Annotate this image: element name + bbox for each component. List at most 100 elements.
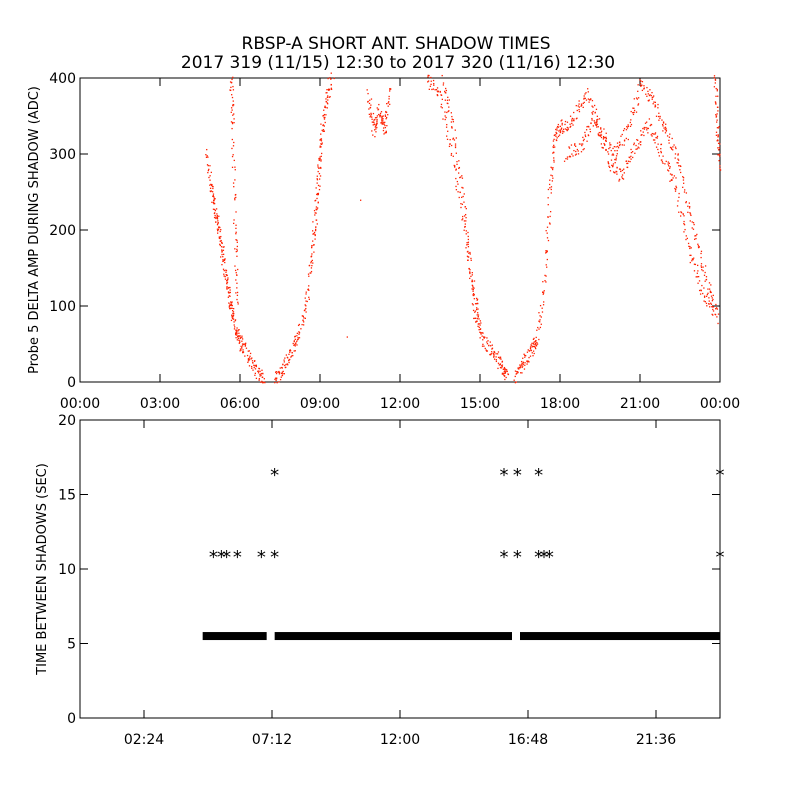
data-point <box>229 307 231 310</box>
data-point <box>593 104 596 107</box>
data-point <box>489 341 491 343</box>
data-point <box>218 227 220 229</box>
data-point <box>314 199 317 202</box>
data-point <box>252 369 254 371</box>
data-point <box>475 308 478 311</box>
data-point <box>715 116 717 118</box>
data-point <box>652 133 655 135</box>
data-point <box>717 106 719 108</box>
data-point <box>558 134 561 136</box>
data-point <box>604 137 606 139</box>
data-point <box>662 122 665 124</box>
data-point <box>710 303 713 305</box>
data-point <box>294 345 296 347</box>
data-point <box>627 160 630 162</box>
data-point <box>594 121 596 124</box>
data-point <box>552 152 554 154</box>
data-point <box>686 237 688 240</box>
data-point <box>562 128 565 130</box>
data-point <box>657 143 659 145</box>
data-point <box>639 79 641 81</box>
data-point <box>489 353 491 356</box>
data-point <box>713 77 715 79</box>
data-point <box>669 180 671 182</box>
data-point <box>226 287 228 289</box>
data-point <box>278 381 280 383</box>
data-point <box>208 168 210 171</box>
data-point <box>555 135 557 137</box>
data-point <box>456 163 458 165</box>
data-point <box>318 167 320 169</box>
data-point <box>600 131 602 134</box>
data-point <box>458 167 460 169</box>
data-point <box>689 247 691 250</box>
data-point <box>455 189 458 191</box>
data-point <box>224 278 227 280</box>
data-point <box>495 353 497 355</box>
data-point <box>461 219 463 221</box>
data-point <box>238 335 240 337</box>
data-point <box>384 124 386 127</box>
data-point: * <box>545 547 554 568</box>
data-point <box>530 349 532 351</box>
data-point <box>499 363 502 365</box>
data-point <box>502 374 505 376</box>
data-point <box>520 365 522 367</box>
data-point <box>714 308 717 310</box>
data-point <box>555 131 557 134</box>
data-point <box>674 187 676 190</box>
data-point <box>675 187 678 189</box>
data-point <box>647 127 650 130</box>
data-point <box>479 324 481 326</box>
data-band <box>274 632 512 641</box>
data-point <box>523 353 525 355</box>
data-point <box>568 146 570 148</box>
data-point <box>682 186 684 188</box>
data-point <box>597 133 599 135</box>
data-point <box>234 179 236 181</box>
data-point <box>542 291 544 293</box>
data-point <box>316 193 318 196</box>
data-point <box>582 148 584 151</box>
data-point <box>319 146 321 148</box>
data-point <box>542 304 545 306</box>
data-point <box>481 332 483 334</box>
data-point <box>282 370 284 373</box>
data-point <box>315 209 318 211</box>
data-point <box>230 303 233 305</box>
data-point <box>672 146 674 148</box>
data-point <box>544 280 546 282</box>
data-point <box>464 213 467 216</box>
data-point <box>605 136 607 138</box>
data-point <box>455 169 457 171</box>
data-point <box>285 354 288 356</box>
data-point <box>210 183 212 186</box>
data-point <box>531 346 533 348</box>
data-point <box>245 342 247 344</box>
data-point <box>587 88 589 90</box>
data-point <box>234 248 236 250</box>
data-point <box>492 352 494 354</box>
data-point <box>236 245 239 248</box>
data-point <box>298 337 301 339</box>
data-point <box>677 154 679 156</box>
data-point <box>247 361 249 363</box>
data-point <box>323 109 325 111</box>
data-point <box>535 345 538 347</box>
data-point <box>707 288 709 290</box>
data-point <box>501 360 504 362</box>
data-point <box>712 308 714 311</box>
data-point <box>482 343 484 346</box>
x-tick-label: 03:00 <box>140 396 180 412</box>
data-point <box>320 160 322 162</box>
data-point <box>664 126 667 128</box>
data-point <box>386 103 388 105</box>
data-point <box>516 371 519 373</box>
data-point <box>474 310 477 312</box>
data-point <box>700 265 702 267</box>
data-point <box>695 235 697 237</box>
data-point <box>574 145 577 147</box>
data-point <box>717 110 719 112</box>
data-point <box>716 316 718 318</box>
data-point <box>463 201 465 203</box>
